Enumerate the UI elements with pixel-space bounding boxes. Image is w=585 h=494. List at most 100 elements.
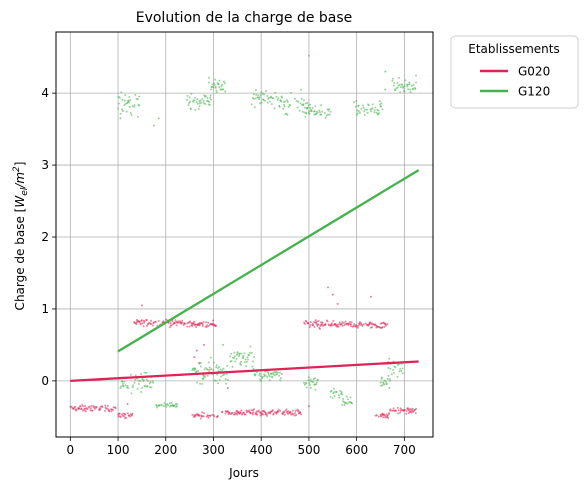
data-point-g120 bbox=[164, 404, 167, 407]
data-point-g120 bbox=[224, 382, 227, 385]
y-tick-label: 2 bbox=[41, 230, 49, 244]
data-point-g120 bbox=[237, 355, 240, 358]
data-point-g020 bbox=[292, 413, 295, 416]
trend-line-g020 bbox=[70, 360, 419, 383]
data-point-g020 bbox=[202, 412, 205, 415]
data-point-g120 bbox=[268, 375, 271, 378]
data-point-g120 bbox=[117, 102, 120, 105]
data-point-g120 bbox=[199, 365, 202, 368]
data-point-g020 bbox=[183, 322, 186, 325]
data-point-g120 bbox=[337, 394, 340, 397]
data-point-g120 bbox=[244, 358, 247, 361]
data-point-g020 bbox=[314, 319, 317, 322]
data-point-g120 bbox=[208, 366, 211, 369]
data-point-g120 bbox=[302, 381, 305, 384]
data-point-g120 bbox=[276, 371, 279, 374]
data-point-g120 bbox=[198, 102, 201, 105]
data-point-g120 bbox=[253, 355, 256, 358]
data-point-g020 bbox=[251, 413, 254, 416]
data-point-g020 bbox=[295, 413, 298, 416]
data-point-g120 bbox=[306, 102, 309, 105]
data-point-g020 bbox=[142, 325, 145, 328]
data-point-g120 bbox=[313, 377, 316, 380]
data-point-g120 bbox=[145, 378, 148, 381]
data-point-g120 bbox=[127, 387, 130, 390]
data-point-g020 bbox=[91, 409, 94, 412]
data-point-g020 bbox=[240, 409, 243, 412]
data-point-g020 bbox=[277, 410, 280, 413]
data-point-g120 bbox=[303, 106, 306, 109]
data-point-g120 bbox=[355, 113, 358, 116]
data-point-g120 bbox=[222, 343, 225, 346]
data-point-g120 bbox=[281, 96, 284, 99]
data-point-g120 bbox=[118, 96, 121, 99]
data-point-g120 bbox=[371, 107, 374, 110]
data-point-g020 bbox=[371, 326, 373, 329]
data-point-g120 bbox=[268, 100, 271, 103]
data-point-g120 bbox=[340, 391, 343, 394]
data-point-g120 bbox=[128, 96, 131, 99]
data-point-g120 bbox=[220, 88, 223, 91]
data-point-g120 bbox=[142, 378, 145, 381]
data-point-g020 bbox=[384, 416, 387, 419]
data-point-g120 bbox=[328, 108, 331, 111]
data-point-g120 bbox=[380, 105, 383, 108]
data-point-g020 bbox=[81, 409, 84, 412]
data-point-g120 bbox=[246, 356, 249, 359]
data-point-g020 bbox=[215, 324, 218, 327]
y-tick-label: 1 bbox=[41, 302, 49, 316]
data-point-g120 bbox=[329, 395, 332, 398]
data-point-g120 bbox=[150, 386, 153, 389]
data-point-g020 bbox=[101, 406, 104, 409]
data-point-g020 bbox=[236, 409, 239, 412]
data-point-g120 bbox=[401, 367, 404, 370]
data-point-g120 bbox=[260, 101, 263, 104]
data-point-g120 bbox=[351, 402, 354, 405]
data-point-g020 bbox=[221, 410, 224, 413]
data-point-g020 bbox=[249, 412, 252, 415]
legend-label-g020: G020 bbox=[518, 65, 550, 79]
data-point-g120 bbox=[136, 115, 139, 118]
data-point-g020 bbox=[90, 405, 93, 408]
data-point-g020 bbox=[307, 322, 310, 325]
data-point-g120 bbox=[213, 361, 216, 364]
data-point-g120 bbox=[300, 97, 303, 100]
data-point-g020 bbox=[252, 411, 255, 414]
data-point-g120 bbox=[282, 107, 285, 110]
data-point-g120 bbox=[207, 368, 210, 371]
data-point-g020 bbox=[206, 324, 209, 327]
data-point-g120 bbox=[247, 354, 250, 357]
data-point-g120 bbox=[119, 117, 122, 120]
data-point-g020 bbox=[389, 408, 392, 411]
data-point-g120 bbox=[392, 368, 395, 371]
data-point-g020 bbox=[124, 413, 127, 416]
data-point-g120 bbox=[286, 113, 289, 116]
data-point-g120 bbox=[212, 368, 215, 371]
data-point-g020 bbox=[202, 320, 205, 323]
data-point-g120 bbox=[195, 370, 198, 373]
data-point-g120 bbox=[202, 377, 205, 380]
data-point-g120 bbox=[354, 105, 357, 108]
data-point-g120 bbox=[258, 96, 261, 99]
data-point-g120 bbox=[335, 390, 338, 393]
data-point-g020 bbox=[340, 322, 343, 325]
data-point-g120 bbox=[224, 378, 227, 381]
data-point-g120 bbox=[123, 99, 126, 102]
data-point-g020 bbox=[291, 409, 294, 412]
data-point-g120 bbox=[152, 381, 155, 384]
data-point-g020 bbox=[279, 409, 282, 412]
data-point-g020 bbox=[217, 415, 220, 418]
data-point-g120 bbox=[388, 386, 391, 389]
data-point-g120 bbox=[311, 106, 314, 109]
data-point-g120 bbox=[251, 365, 254, 368]
data-point-g020 bbox=[397, 412, 400, 415]
data-point-g120 bbox=[137, 379, 140, 382]
data-point-g120 bbox=[243, 361, 246, 364]
x-tick-label: 400 bbox=[250, 443, 273, 457]
data-point-g120 bbox=[131, 104, 134, 107]
data-point-g120 bbox=[324, 116, 327, 119]
data-point-g120 bbox=[393, 81, 396, 84]
data-point-g120 bbox=[226, 364, 229, 367]
data-point-g120 bbox=[155, 406, 158, 409]
data-point-g020 bbox=[92, 404, 95, 407]
